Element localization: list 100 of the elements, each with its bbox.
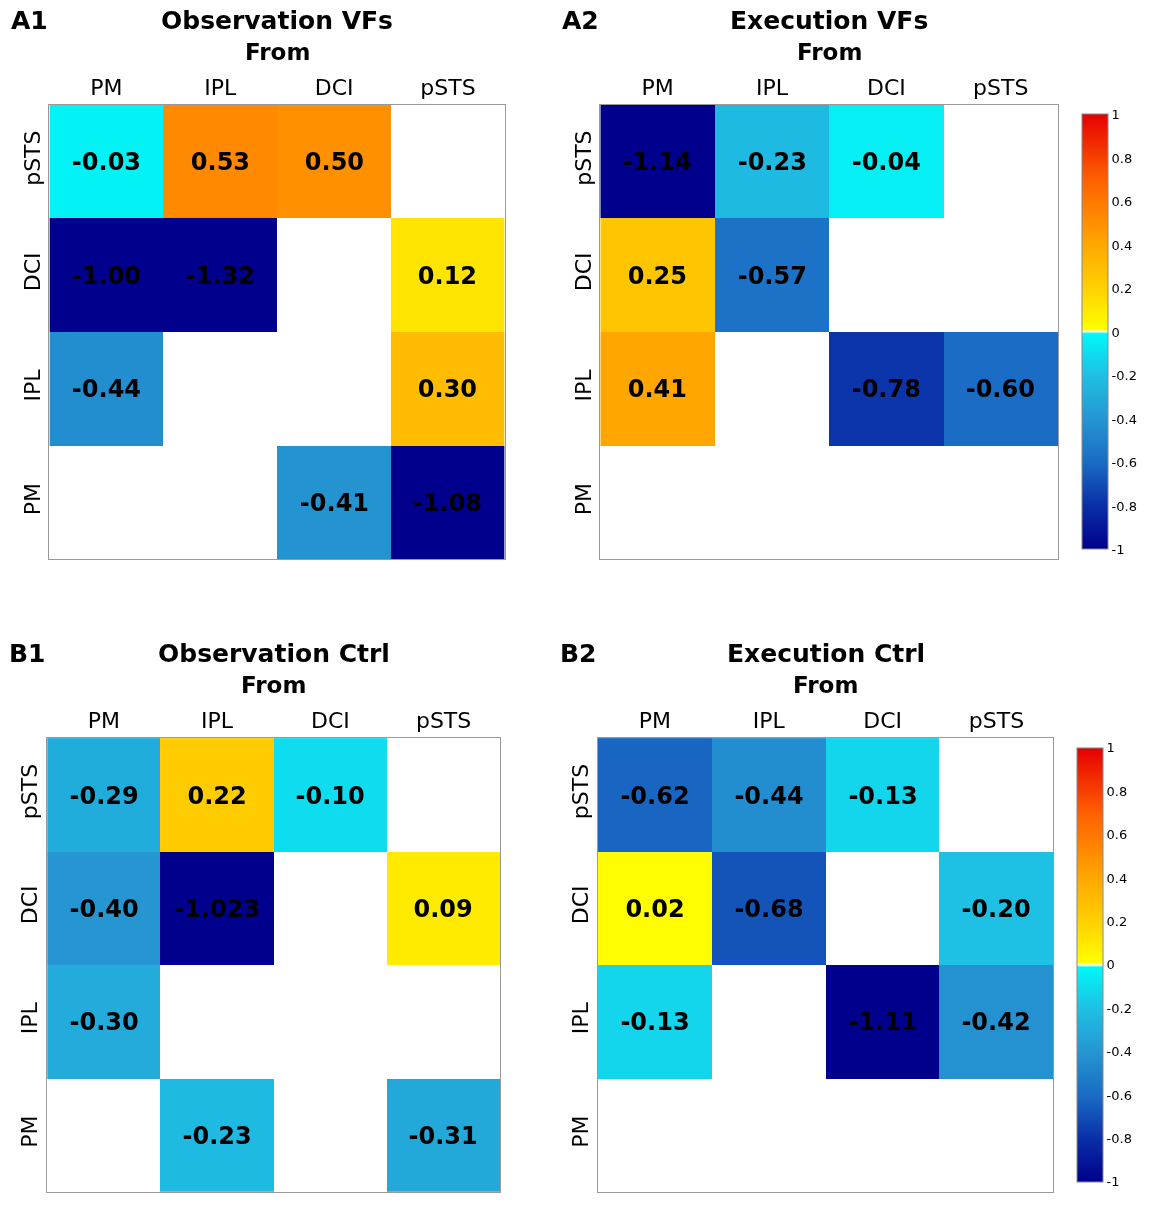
y-tick-label: pSTS <box>568 763 594 820</box>
data-label: 0.09 <box>413 894 473 923</box>
x-tick-label: DCI <box>310 708 350 734</box>
color-bar-label: 0 <box>1106 957 1115 973</box>
x-tick-label: pSTS <box>968 708 1025 734</box>
y-tick-label: pSTS <box>19 130 45 186</box>
color-bar-label: 0.8 <box>1111 150 1133 166</box>
y-tick-label: PM <box>19 483 45 516</box>
data-label: -0.29 <box>69 781 139 810</box>
color-bar-label: 1 <box>1106 740 1115 756</box>
data-label: 0.02 <box>625 894 685 923</box>
data-label: 0.50 <box>304 147 365 176</box>
color-bar-label: -0.8 <box>1106 1131 1132 1147</box>
data-label: -0.57 <box>737 261 807 290</box>
x-tick-label: PM <box>641 74 674 100</box>
y-tick-label: PM <box>570 483 596 516</box>
y-tick-label: pSTS <box>570 130 596 186</box>
text: A1 <box>11 6 48 35</box>
data-label: 0.41 <box>627 374 687 403</box>
data-label: 0.53 <box>190 147 251 176</box>
data-label: -0.42 <box>961 1007 1031 1036</box>
x-tick-label: pSTS <box>420 74 476 100</box>
x-tick-label: DCI <box>863 708 903 734</box>
y-tick-label: DCI <box>19 252 45 292</box>
color-bar-label: 0.6 <box>1111 194 1133 210</box>
data-label: -1.023 <box>174 894 261 923</box>
data-label: -0.23 <box>737 147 807 176</box>
color-bar-label: -1 <box>1111 542 1125 558</box>
y-tick-label: IPL <box>17 1001 43 1035</box>
color-bar-label: -0.8 <box>1111 498 1137 514</box>
color-bar-label: -0.2 <box>1106 1000 1132 1016</box>
x-tick-label: IPL <box>201 708 234 734</box>
color-bar-label: 0 <box>1111 324 1120 340</box>
color-bar-label: 0.2 <box>1111 281 1133 297</box>
chart-title: Observation Ctrl <box>158 639 390 668</box>
x-tick-label: PM <box>90 74 123 100</box>
text: B1 <box>9 639 46 668</box>
data-label: -0.13 <box>848 781 918 810</box>
x-tick-label: IPL <box>755 74 789 100</box>
color-bar-label: 0.8 <box>1106 783 1128 799</box>
x-axis-title: From <box>241 672 307 698</box>
data-label: -1.08 <box>412 488 483 517</box>
x-tick-label: IPL <box>204 74 237 100</box>
chart-title: Observation VFs <box>161 6 393 35</box>
x-tick-label: pSTS <box>973 74 1029 100</box>
color-bar-label: -0.2 <box>1111 368 1137 384</box>
y-tick-label: PM <box>17 1115 43 1148</box>
data-label: 0.22 <box>187 781 247 810</box>
color-bar-label: -0.4 <box>1111 411 1137 427</box>
data-label: -0.23 <box>182 1121 252 1150</box>
chart-title: Execution VFs <box>730 6 929 35</box>
color-bar-label: 1 <box>1111 107 1120 123</box>
data-label: 0.25 <box>627 261 687 290</box>
color-bar-label: 0.4 <box>1106 870 1128 886</box>
x-tick-label: PM <box>87 708 120 734</box>
x-tick-label: DCI <box>314 74 354 100</box>
x-tick-label: DCI <box>866 74 906 100</box>
y-tick-label: DCI <box>17 885 43 925</box>
x-tick-label: pSTS <box>415 708 472 734</box>
color-bar-label: 0.2 <box>1106 914 1128 930</box>
y-tick-label: PM <box>568 1115 594 1148</box>
data-label: -0.31 <box>408 1121 478 1150</box>
data-label: -0.62 <box>620 781 690 810</box>
y-tick-label: pSTS <box>17 763 43 820</box>
x-tick-label: IPL <box>752 708 786 734</box>
x-axis-title: From <box>793 672 859 698</box>
data-label: -1.14 <box>622 147 692 176</box>
color-bar-label: 0.6 <box>1106 827 1128 843</box>
data-label: -0.41 <box>299 488 370 517</box>
data-label: -0.44 <box>71 374 142 403</box>
data-label: -0.44 <box>734 781 804 810</box>
chart-title: Execution Ctrl <box>727 639 926 668</box>
y-tick-label: DCI <box>570 252 596 292</box>
data-label: -0.78 <box>851 374 921 403</box>
data-label: 0.30 <box>417 374 478 403</box>
data-label: -0.03 <box>71 147 142 176</box>
x-axis-title: From <box>245 39 311 65</box>
x-axis-title: From <box>797 39 863 65</box>
data-label: -1.11 <box>848 1007 918 1036</box>
data-label: -0.10 <box>295 781 365 810</box>
text: A2 <box>562 6 599 35</box>
y-tick-label: IPL <box>570 368 596 402</box>
x-tick-label: PM <box>638 708 672 734</box>
y-tick-label: IPL <box>19 368 45 402</box>
data-label: -1.00 <box>71 261 142 290</box>
color-bar-label: -0.6 <box>1111 455 1137 471</box>
data-label: -0.40 <box>69 894 139 923</box>
data-label: -0.04 <box>851 147 921 176</box>
data-label: 0.12 <box>417 261 478 290</box>
y-tick-label: IPL <box>568 1001 594 1035</box>
text: B2 <box>560 639 597 668</box>
data-label: -0.13 <box>620 1007 690 1036</box>
data-label: -0.60 <box>965 374 1035 403</box>
y-tick-label: DCI <box>568 885 594 925</box>
data-label: -0.68 <box>734 894 804 923</box>
color-bar-label: -0.6 <box>1106 1087 1132 1103</box>
data-label: -0.20 <box>961 894 1031 923</box>
data-label: -0.30 <box>69 1007 139 1036</box>
color-bar-label: 0.4 <box>1111 237 1133 253</box>
color-bar-label: -1 <box>1106 1174 1120 1190</box>
